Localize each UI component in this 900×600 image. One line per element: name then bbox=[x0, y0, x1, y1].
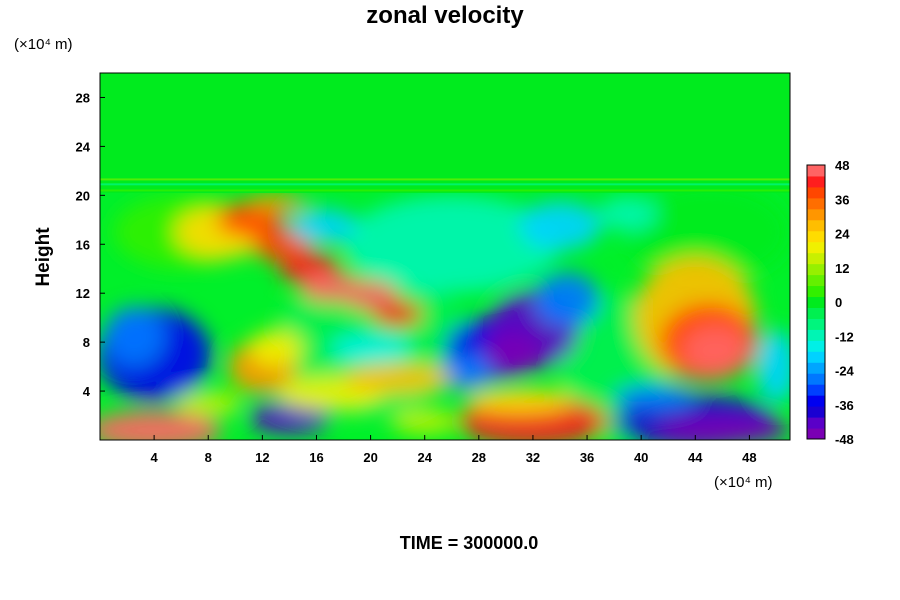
chart-title: zonal velocity bbox=[366, 2, 524, 29]
colorbar-tick-label: 36 bbox=[835, 192, 849, 207]
colorbar bbox=[806, 164, 826, 440]
colorbar-segment bbox=[807, 307, 825, 319]
time-label: TIME = 300000.0 bbox=[400, 533, 539, 553]
colorbar-segment bbox=[807, 197, 825, 210]
field-blob bbox=[438, 355, 493, 390]
y-tick-label: 12 bbox=[76, 286, 90, 301]
y-tick-label: 28 bbox=[76, 90, 90, 105]
upper-layer-fill bbox=[100, 73, 790, 193]
field-blob bbox=[390, 409, 459, 434]
x-tick-label: 20 bbox=[363, 450, 377, 465]
colorbar-segment bbox=[807, 384, 825, 396]
field-blob bbox=[248, 329, 303, 367]
colorbar-segment bbox=[807, 395, 825, 407]
colorbar-segment bbox=[807, 406, 825, 418]
field-blob bbox=[289, 208, 358, 244]
colorbar-segment bbox=[807, 263, 825, 276]
colorbar-segment bbox=[807, 219, 825, 232]
field-blob bbox=[174, 391, 243, 416]
x-axis-ticks: 4 8 12 16 20 24 28 32 36 40 44 48 bbox=[151, 435, 757, 465]
colorbar-segment bbox=[807, 417, 825, 429]
y-tick-label: 16 bbox=[76, 237, 90, 252]
colorbar-segment bbox=[807, 175, 825, 188]
x-unit-label: (×10⁴ m) bbox=[714, 474, 773, 491]
upper-uniform-layer bbox=[100, 73, 790, 193]
colorbar-segment bbox=[807, 230, 825, 243]
y-tick-label: 4 bbox=[83, 384, 91, 399]
colorbar-segment bbox=[807, 373, 825, 385]
field-blob bbox=[246, 195, 306, 213]
field-blob bbox=[683, 326, 749, 376]
colorbar-segment bbox=[807, 428, 825, 440]
x-tick-label: 48 bbox=[742, 450, 756, 465]
x-tick-label: 40 bbox=[634, 450, 648, 465]
field-blob bbox=[627, 183, 790, 281]
y-tick-label: 20 bbox=[76, 188, 90, 203]
colorbar-tick-label: -24 bbox=[835, 364, 855, 379]
x-tick-label: 28 bbox=[472, 450, 486, 465]
x-tick-label: 44 bbox=[688, 450, 703, 465]
field-blob bbox=[654, 415, 790, 440]
colorbar-tick-label: 12 bbox=[835, 261, 849, 276]
colorbar-tick-label: 0 bbox=[835, 295, 842, 310]
heatmap-plot-area bbox=[100, 73, 790, 440]
colorbar-segment bbox=[807, 186, 825, 199]
x-tick-label: 4 bbox=[151, 450, 159, 465]
x-tick-label: 8 bbox=[205, 450, 212, 465]
field-blob bbox=[248, 402, 330, 434]
field-blob bbox=[373, 301, 422, 327]
field-blob bbox=[614, 384, 696, 410]
x-tick-label: 12 bbox=[255, 450, 269, 465]
velocity-field bbox=[100, 183, 790, 440]
field-blob bbox=[756, 329, 790, 404]
field-blob bbox=[534, 272, 600, 327]
field-blob bbox=[597, 196, 658, 231]
colorbar-segment bbox=[807, 362, 825, 374]
colorbar-labels: 48 36 24 12 0 -12 -24 -36 -48 bbox=[835, 158, 855, 447]
upper-layer-stripe bbox=[100, 169, 790, 172]
x-tick-label: 36 bbox=[580, 450, 594, 465]
colorbar-tick-label: -36 bbox=[835, 398, 854, 413]
colorbar-segment bbox=[807, 165, 825, 177]
colorbar-tick-label: -12 bbox=[835, 329, 854, 344]
colorbar-segment bbox=[807, 351, 825, 363]
field-blob bbox=[104, 306, 164, 366]
field-blob bbox=[343, 195, 560, 294]
field-blob bbox=[100, 410, 222, 440]
y-axis-label: Height bbox=[33, 227, 54, 287]
y-unit-label: (×10⁴ m) bbox=[14, 36, 73, 53]
colorbar-segment bbox=[807, 252, 825, 265]
colorbar-segment bbox=[807, 318, 825, 330]
field-blob bbox=[482, 332, 543, 377]
x-tick-label: 16 bbox=[309, 450, 323, 465]
colorbar-tick-label: 48 bbox=[835, 158, 849, 173]
field-blob bbox=[465, 388, 574, 414]
field-blob bbox=[330, 333, 412, 363]
field-blob bbox=[343, 280, 398, 311]
x-tick-label: 32 bbox=[526, 450, 540, 465]
field-blob bbox=[519, 201, 601, 251]
colorbar-frame bbox=[806, 164, 826, 440]
colorbar-tick-label: 24 bbox=[835, 227, 850, 242]
y-axis-ticks: 4 8 12 16 20 24 28 bbox=[76, 90, 105, 399]
colorbar-segment bbox=[807, 274, 825, 287]
colorbar-segment bbox=[807, 208, 825, 221]
colorbar-segment bbox=[807, 285, 825, 298]
plot-frame bbox=[99, 72, 791, 441]
upper-layer-stripe bbox=[100, 183, 790, 186]
colorbar-segment bbox=[807, 329, 825, 341]
y-tick-label: 24 bbox=[76, 139, 91, 154]
field-blob bbox=[343, 364, 452, 394]
colorbar-segment bbox=[807, 241, 825, 254]
colorbar-segment bbox=[807, 340, 825, 352]
y-tick-label: 8 bbox=[83, 335, 90, 350]
colorbar-segment bbox=[807, 296, 825, 308]
upper-layer-stripe bbox=[100, 178, 790, 181]
upper-layer-stripe bbox=[100, 189, 790, 192]
colorbar-tick-label: -48 bbox=[835, 432, 854, 447]
x-tick-label: 24 bbox=[417, 450, 432, 465]
